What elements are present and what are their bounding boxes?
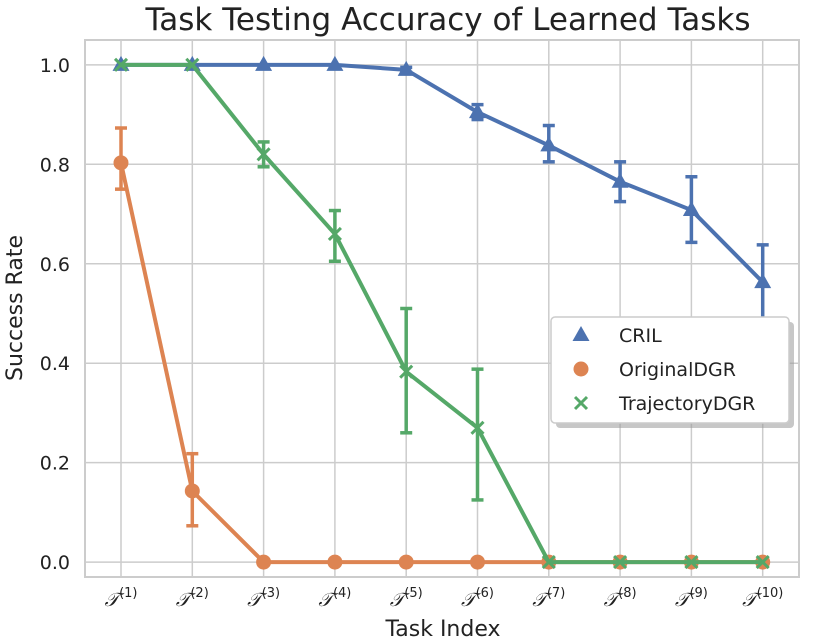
marker-stroke xyxy=(256,147,271,162)
cril-point xyxy=(326,55,344,71)
y-tick-label: 0.6 xyxy=(40,254,70,276)
legend-box xyxy=(550,316,790,424)
x-tick-label: 𝒯(5) xyxy=(390,586,423,611)
originaldgr-point xyxy=(398,554,414,570)
trajectorydgr-point xyxy=(541,555,556,570)
marker-stroke xyxy=(470,420,485,435)
x-tick-superscript: (1) xyxy=(119,586,137,601)
series-cril xyxy=(112,55,772,323)
trajectorydgr-error-bar xyxy=(471,367,484,502)
legend-marker-trajectorydgr xyxy=(573,395,589,411)
marker-stroke xyxy=(113,57,129,72)
trajectorydgr-point xyxy=(470,420,485,435)
x-tick-superscript: (2) xyxy=(190,586,208,601)
x-tick-superscript: (3) xyxy=(262,586,280,601)
marker-stroke xyxy=(613,555,628,570)
legend: CRIL OriginalDGR TrajectoryDGR xyxy=(550,316,794,428)
series-layer xyxy=(112,55,772,570)
cril-point xyxy=(754,273,772,289)
x-tick-superscript: (4) xyxy=(333,586,351,601)
cril-point xyxy=(540,136,558,152)
x-tick-superscript: (6) xyxy=(476,586,494,601)
x-tick-label: 𝒯(7) xyxy=(532,586,565,611)
trajectorydgr-line xyxy=(121,62,763,565)
marker-stroke xyxy=(541,555,556,570)
x-tick-superscript: (7) xyxy=(547,586,565,601)
x-tick-label: 𝒯(10) xyxy=(742,586,783,611)
trajectorydgr-point xyxy=(327,226,342,241)
cril-point xyxy=(611,172,629,188)
trajectorydgr-point xyxy=(399,364,414,379)
trajectorydgr-point xyxy=(684,555,699,570)
cril-point xyxy=(469,103,486,119)
y-tick-label: 0.8 xyxy=(40,154,70,176)
legend-label: CRIL xyxy=(619,325,662,347)
marker-stroke xyxy=(399,364,414,379)
originaldgr-point xyxy=(113,155,129,171)
cril-line xyxy=(121,62,765,284)
originaldgr-point xyxy=(470,554,485,570)
y-axis-label: Success Rate xyxy=(3,235,28,381)
y-tick-label: 0.2 xyxy=(40,453,70,475)
cril-point xyxy=(397,60,415,76)
x-tick-label: 𝒯(1) xyxy=(105,586,138,611)
trajectorydgr-point xyxy=(113,57,129,72)
series-trajectorydgr xyxy=(113,57,770,570)
originaldgr-point xyxy=(327,554,343,570)
y-tick-label: 0.0 xyxy=(40,552,70,574)
marker-stroke xyxy=(185,57,200,72)
x-tick-superscript: (8) xyxy=(618,586,636,601)
legend-marker-originaldgr xyxy=(573,361,589,377)
x-axis-label: Task Index xyxy=(384,617,500,640)
trajectorydgr-point xyxy=(755,555,770,570)
originaldgr-point xyxy=(184,483,200,499)
y-tick-label: 1.0 xyxy=(40,55,70,77)
x-tick-label: 𝒯(3) xyxy=(247,586,280,611)
y-tick-labels: 0.0 0.2 0.4 0.6 0.8 1.0 xyxy=(40,55,70,574)
x-tick-superscript: (9) xyxy=(689,586,707,601)
legend-marker-cril xyxy=(572,326,590,341)
legend-label: TrajectoryDGR xyxy=(618,393,755,415)
cril-point xyxy=(255,55,273,71)
marker-stroke xyxy=(755,555,770,570)
originaldgr-point xyxy=(256,554,272,570)
x-tick-label: 𝒯(2) xyxy=(176,586,209,611)
trajectorydgr-point xyxy=(613,555,628,570)
marker-stroke xyxy=(684,555,699,570)
chart-title: Task Testing Accuracy of Learned Tasks xyxy=(144,2,750,38)
x-tick-superscript: (10) xyxy=(757,586,784,601)
x-tick-label: 𝒯(4) xyxy=(318,586,351,611)
marker-stroke xyxy=(573,395,589,411)
x-tick-label: 𝒯(6) xyxy=(461,586,494,611)
trajectorydgr-point xyxy=(185,57,200,72)
legend-label: OriginalDGR xyxy=(619,359,736,381)
x-tick-labels: 𝒯(1) 𝒯(2) 𝒯(3) 𝒯(4) 𝒯(5) 𝒯(6) 𝒯(7) 𝒯(8) 𝒯(9) 𝒯(10… xyxy=(105,586,784,611)
x-tick-label: 𝒯(9) xyxy=(675,586,708,611)
x-tick-superscript: (5) xyxy=(404,586,422,601)
trajectorydgr-point xyxy=(256,147,271,162)
plot-area xyxy=(84,39,800,578)
y-tick-label: 0.4 xyxy=(40,353,70,375)
marker-stroke xyxy=(327,226,342,241)
x-tick-label: 𝒯(8) xyxy=(604,586,637,611)
cril-point xyxy=(682,201,700,217)
